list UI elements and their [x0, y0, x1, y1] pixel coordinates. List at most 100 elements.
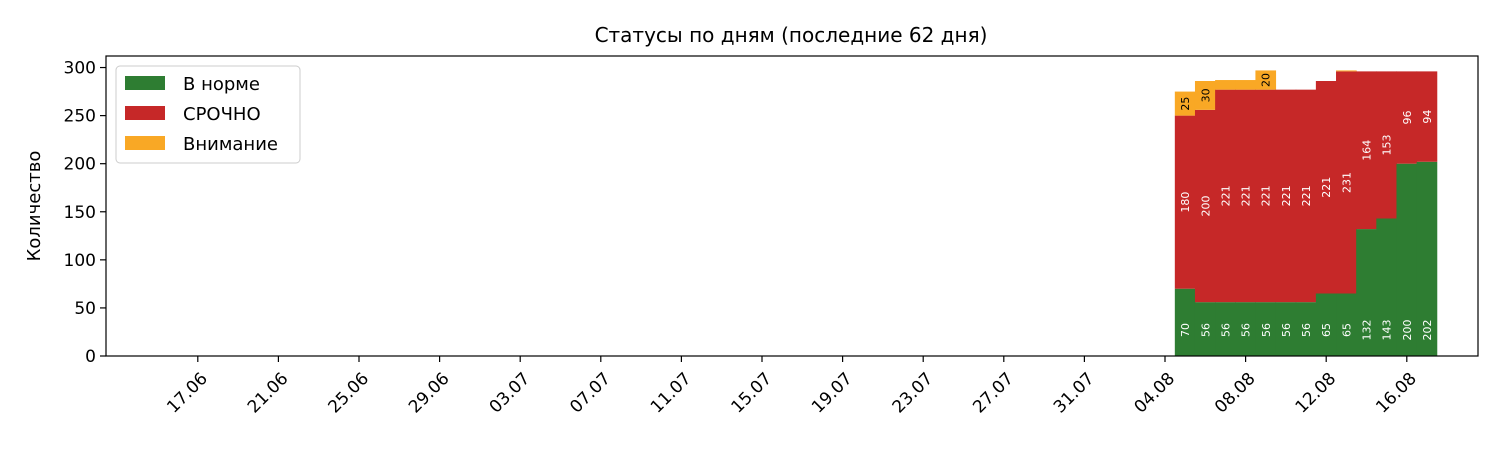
y-tick-label: 50: [74, 299, 96, 319]
plot-frame: [105, 55, 1479, 357]
legend-swatch: [125, 76, 165, 90]
bar-value-label: 221: [1320, 177, 1333, 198]
bar-segment: [1275, 302, 1297, 356]
bar-value-label: 221: [1300, 185, 1313, 206]
bar-value-label: 56: [1199, 323, 1212, 337]
bar-value-label: 56: [1260, 323, 1273, 337]
x-tick-label: 07.07: [566, 369, 615, 418]
legend: В норме СРОЧНО Внимание: [115, 65, 301, 164]
x-axis: 17.06 21.06 25.06 29.06 03.07 07.07 11.07 15.07…: [163, 356, 1421, 417]
bar-segment: [1215, 89, 1236, 303]
bar-segment: [1356, 229, 1377, 356]
bar-segment: [1235, 302, 1256, 356]
y-axis-label: Количество: [24, 151, 45, 262]
y-tick-label: 250: [64, 107, 96, 127]
bar-value-label: 200: [1401, 320, 1414, 341]
bar-value-label: 221: [1260, 185, 1273, 206]
y-tick-label: 0: [85, 347, 96, 367]
bar-segment: [1215, 80, 1236, 90]
bar-segment: [1315, 81, 1337, 294]
x-tick-label: 31.07: [1050, 369, 1099, 418]
bar-segment: [1174, 91, 1196, 116]
bar-segment: [1174, 288, 1196, 356]
y-tick-label: 150: [64, 203, 96, 223]
bar-value-label: 94: [1421, 110, 1434, 124]
bar-segment: [1396, 71, 1418, 164]
bar-segment: [1336, 71, 1357, 294]
bar-value-label: 221: [1280, 185, 1293, 206]
bar-segment: [1315, 293, 1337, 356]
bar-value-label: 65: [1320, 323, 1333, 337]
x-tick-label: 27.07: [969, 369, 1018, 418]
bar-value-label: 143: [1381, 320, 1394, 341]
x-tick-label: 12.08: [1292, 369, 1341, 418]
legend-swatch: [125, 136, 165, 150]
bar-value-label: 180: [1179, 192, 1192, 213]
bar-segment: [1396, 163, 1418, 356]
bar-segment: [1336, 70, 1357, 72]
legend-swatch: [125, 106, 165, 120]
bar-segment: [1174, 115, 1196, 289]
bar-segment: [1376, 218, 1397, 356]
y-tick-label: 100: [64, 251, 96, 271]
y-axis: 0 50 100 150 200 250 300: [64, 59, 106, 367]
bar-value-label: 132: [1361, 320, 1374, 341]
bar-value-label: 65: [1340, 323, 1353, 337]
bar-value-label: 231: [1340, 172, 1353, 193]
bar-segment: [1336, 293, 1357, 356]
x-tick-label: 11.07: [647, 369, 696, 418]
bar-value-label: 221: [1240, 185, 1253, 206]
y-tick-label: 300: [64, 59, 96, 79]
legend-label: СРОЧНО: [183, 104, 261, 125]
chart-title: Статусы по дням (последние 62 дня): [595, 23, 988, 47]
bar-segment: [1235, 89, 1256, 303]
bar-segment: [1194, 302, 1216, 356]
bar-segment: [1235, 80, 1256, 90]
bar-value-label: 70: [1179, 323, 1192, 337]
bar-labels-layer: 70 180 25 56 200 30 56 221 56 221 56 221 20 56 221 56 22…: [1179, 73, 1434, 340]
bar-segment: [1275, 89, 1297, 303]
x-tick-label: 08.08: [1211, 369, 1260, 418]
bar-value-label: 96: [1401, 111, 1414, 125]
x-tick-label: 04.08: [1130, 369, 1179, 418]
bar-value-label: 56: [1240, 323, 1253, 337]
bar-segment: [1416, 71, 1438, 162]
bar-value-label: 56: [1280, 323, 1293, 337]
x-tick-label: 25.06: [324, 369, 373, 418]
bar-value-label: 30: [1199, 88, 1212, 102]
bar-segment: [1255, 302, 1277, 356]
bar-value-label: 221: [1219, 185, 1232, 206]
y-tick-label: 200: [64, 155, 96, 175]
bar-value-label: 153: [1381, 134, 1394, 155]
x-tick-label: 21.06: [244, 369, 293, 418]
bar-value-label: 164: [1361, 140, 1374, 161]
bar-value-label: 56: [1300, 323, 1313, 337]
x-tick-label: 16.08: [1372, 369, 1421, 418]
x-tick-label: 03.07: [486, 369, 535, 418]
bar-segment: [1255, 89, 1277, 303]
legend-label: В норме: [183, 74, 260, 95]
x-tick-label: 29.06: [405, 369, 454, 418]
bar-segment: [1255, 70, 1277, 90]
legend-label: Внимание: [183, 134, 278, 155]
x-tick-label: 23.07: [889, 369, 938, 418]
x-tick-label: 19.07: [808, 369, 857, 418]
bar-value-label: 200: [1199, 196, 1212, 217]
bar-segment: [1295, 302, 1317, 356]
bar-value-label: 25: [1179, 97, 1192, 111]
bar-value-label: 20: [1260, 73, 1273, 87]
x-tick-label: 17.06: [163, 369, 212, 418]
x-tick-label: 15.07: [727, 369, 776, 418]
bar-segment: [1416, 161, 1438, 356]
bar-segment: [1356, 71, 1377, 230]
bar-segment: [1376, 71, 1397, 219]
bar-value-label: 202: [1421, 320, 1434, 341]
bars-layer: [1174, 70, 1438, 356]
bar-segment: [1295, 89, 1317, 303]
bar-segment: [1194, 81, 1216, 110]
bar-segment: [1215, 302, 1236, 356]
bar-segment: [1194, 109, 1216, 303]
bar-value-label: 56: [1219, 323, 1232, 337]
